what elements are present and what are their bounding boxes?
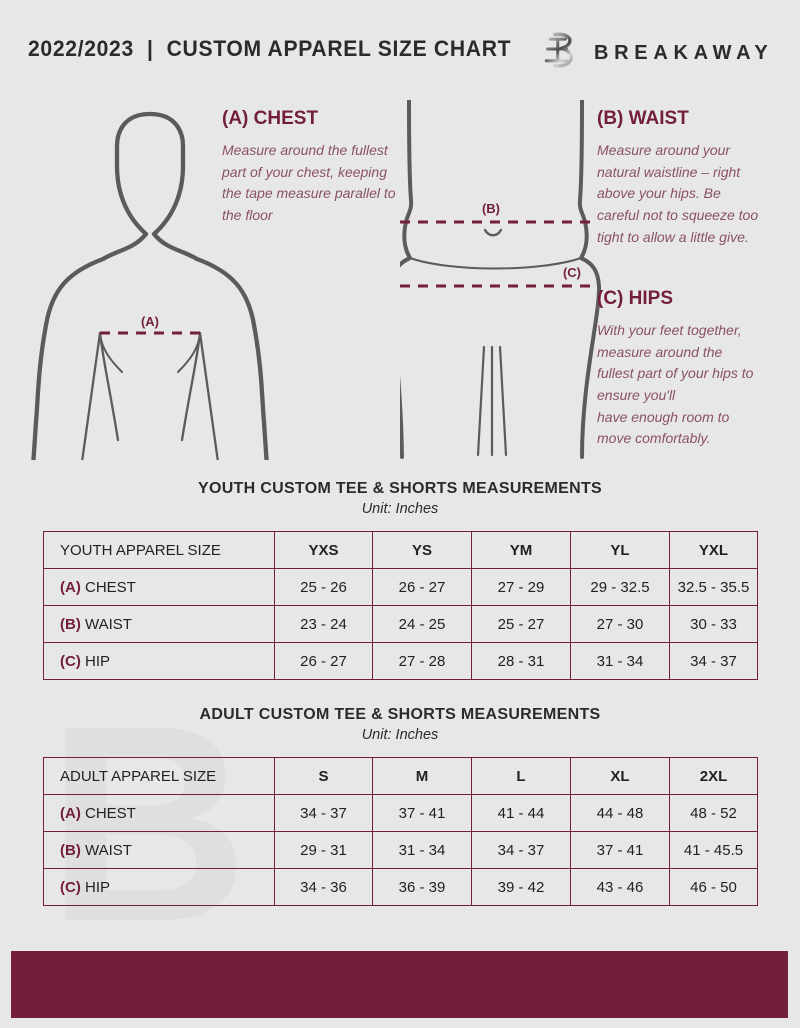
svg-text:(B): (B): [482, 201, 500, 216]
svg-text:(C): (C): [563, 265, 581, 280]
svg-text:(A): (A): [141, 314, 159, 329]
